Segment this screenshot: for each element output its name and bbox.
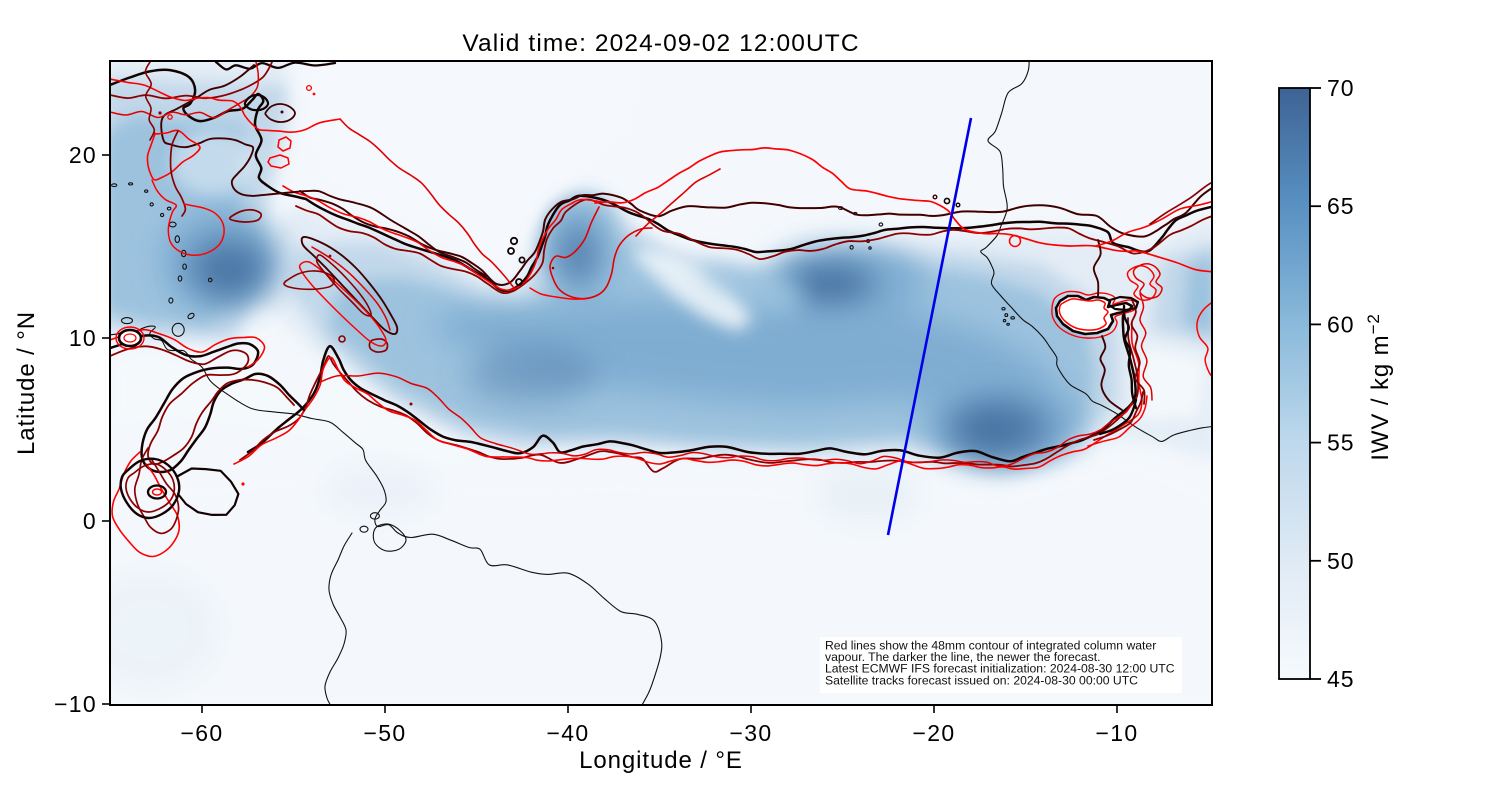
svg-text:55: 55 [1327, 430, 1355, 456]
svg-text:Longitude / °E: Longitude / °E [579, 747, 743, 774]
svg-text:Latest ECMWF IFS forecast init: Latest ECMWF IFS forecast initialization… [825, 662, 1175, 676]
svg-text:Red lines show the 48mm contou: Red lines show the 48mm contour of integ… [825, 639, 1156, 653]
svg-text:60: 60 [1327, 311, 1355, 337]
svg-text:IWV / kg m−2: IWV / kg m−2 [1364, 313, 1394, 461]
svg-text:−50: −50 [364, 720, 407, 746]
svg-text:50: 50 [1327, 548, 1355, 574]
svg-text:−20: −20 [913, 720, 956, 746]
svg-text:Valid time: 2024-09-02 12:00UT: Valid time: 2024-09-02 12:00UTC [462, 30, 859, 57]
svg-text:70: 70 [1327, 75, 1355, 101]
svg-text:45: 45 [1327, 666, 1355, 692]
svg-text:Latitude / °N: Latitude / °N [13, 311, 40, 455]
svg-text:−40: −40 [547, 720, 590, 746]
svg-text:0: 0 [83, 508, 97, 534]
svg-text:20: 20 [69, 142, 97, 168]
svg-text:65: 65 [1327, 193, 1355, 219]
svg-text:10: 10 [69, 325, 97, 351]
svg-text:−30: −30 [730, 720, 773, 746]
svg-text:−60: −60 [181, 720, 224, 746]
svg-text:Satellite tracks forecast issu: Satellite tracks forecast issued on: 202… [825, 673, 1138, 687]
svg-text:−10: −10 [54, 691, 97, 717]
svg-text:−10: −10 [1096, 720, 1139, 746]
svg-text:vapour. The darker the line, t: vapour. The darker the line, the newer t… [825, 650, 1101, 664]
